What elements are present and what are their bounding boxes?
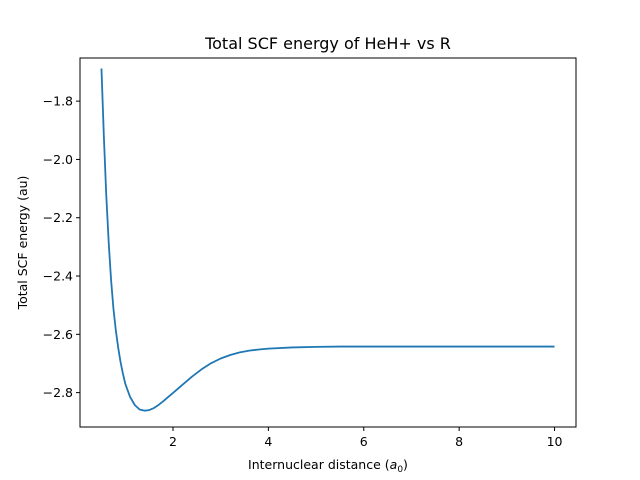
y-tick-label: −1.8: [43, 94, 73, 109]
y-tick-label: −2.8: [43, 385, 73, 400]
y-tick-label: −2.4: [43, 269, 73, 284]
y-axis-label: Total SCF energy (au): [15, 176, 30, 311]
x-axis-label-suffix: ): [403, 457, 408, 472]
x-axis-label: Internuclear distance (a0): [248, 457, 408, 475]
x-axis-label-symbol: a: [390, 457, 398, 472]
x-tick-label: 6: [360, 434, 368, 449]
x-tick-label: 10: [547, 434, 563, 449]
y-tick-label: −2.0: [43, 152, 73, 167]
chart-title: Total SCF energy of HeH+ vs R: [204, 34, 451, 53]
series-line-0: [100, 68, 555, 412]
x-axis-label-subscript: 0: [397, 465, 403, 475]
plot-area: [79, 57, 577, 428]
x-axis-ticks: 2 4 6 8 10: [169, 427, 563, 449]
x-axis-label-text: Internuclear distance (: [248, 457, 390, 472]
x-tick-label: 8: [455, 434, 463, 449]
axes-frame: [79, 57, 577, 428]
y-axis-ticks: −2.8 −2.6 −2.4 −2.2 −2.0 −1.8: [43, 94, 80, 400]
y-tick-label: −2.2: [43, 210, 73, 225]
x-tick-label: 4: [264, 434, 272, 449]
y-tick-label: −2.6: [43, 327, 73, 342]
x-tick-label: 2: [169, 434, 177, 449]
